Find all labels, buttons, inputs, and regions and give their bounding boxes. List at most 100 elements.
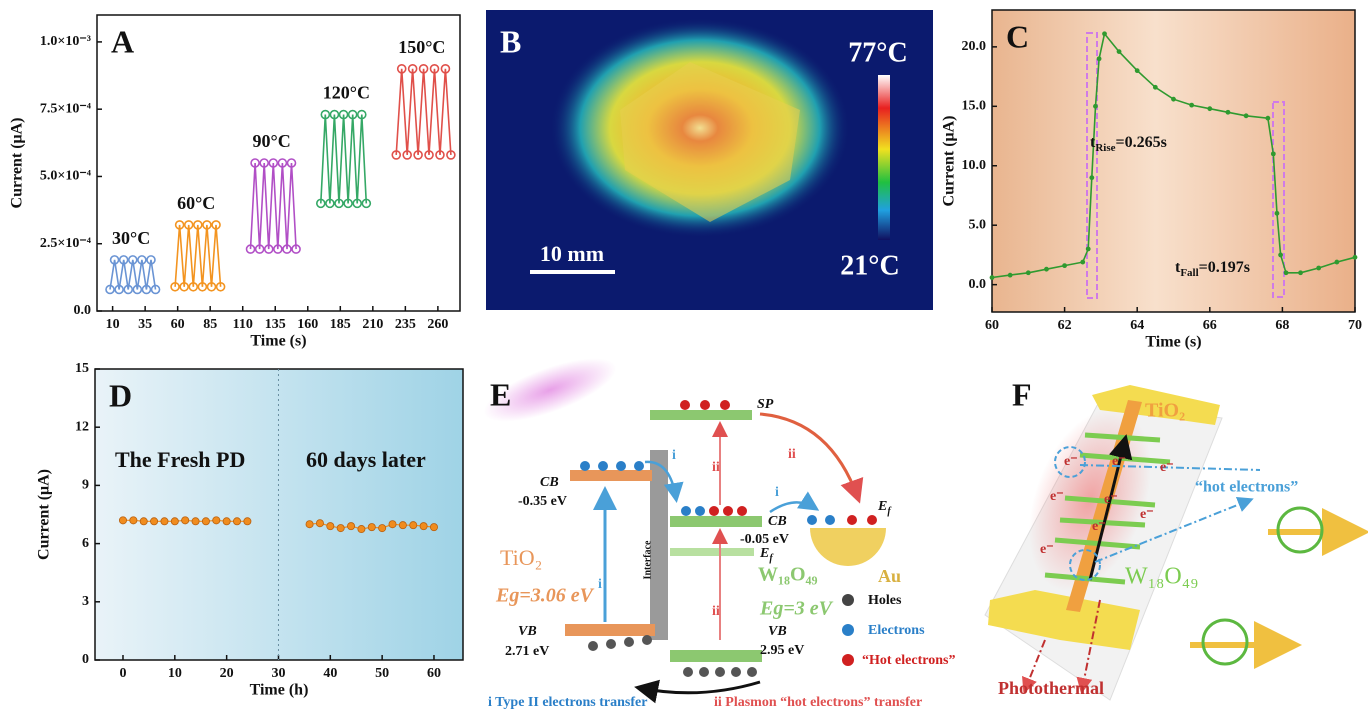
panel-label: F: [1012, 376, 1032, 412]
max-temperature: 77°C: [848, 37, 907, 68]
page: Figure {"chart_data": [ {"type": "line",…: [0, 0, 1368, 711]
data-point: [1244, 113, 1249, 118]
electron: [807, 515, 817, 525]
y-tick-label: 0: [82, 652, 89, 667]
data-point: [1189, 103, 1194, 108]
legend-swatch: [842, 594, 854, 606]
data-point: [161, 518, 168, 525]
y-tick-label: 5.0×10⁻⁴: [40, 169, 92, 184]
x-tick-label: 0: [119, 666, 126, 681]
cb-label: CB: [768, 514, 787, 529]
y-axis-label: Current (μA): [36, 469, 53, 560]
tio2-cb: [570, 470, 652, 481]
footnote: ii Plasmon “hot electrons” transfer: [714, 695, 922, 710]
annotation-sub: Fall: [1180, 267, 1198, 279]
data-point: [1226, 110, 1231, 115]
data-point: [192, 518, 199, 525]
electron-label: e⁻: [1160, 460, 1174, 475]
series-line: [396, 69, 451, 155]
data-point: [1089, 175, 1094, 180]
arrow: [770, 502, 815, 512]
data-point: [410, 522, 417, 529]
fermi-sub: f: [887, 506, 892, 517]
y-tick-label: 10.0: [962, 158, 987, 173]
annotation-rest: =0.265s: [1116, 134, 1167, 151]
y-tick-label: 1.0×10⁻³: [40, 34, 91, 49]
x-tick-label: 60: [985, 318, 999, 333]
color-bar: [878, 75, 890, 240]
hot-electron: [720, 400, 730, 410]
data-point: [1097, 56, 1102, 61]
data-point: [1086, 247, 1091, 252]
data-point: [130, 517, 137, 524]
data-point: [430, 524, 437, 531]
hot-electron: [867, 515, 877, 525]
y-tick-label: 0.0: [969, 277, 987, 292]
annotation-rest: =0.197s: [1199, 259, 1250, 276]
data-point: [399, 522, 406, 529]
hole: [715, 667, 725, 677]
x-tick-label: 235: [395, 317, 416, 332]
y-axis-label: Current (μA): [9, 118, 26, 209]
y-tick-label: 0.0: [74, 303, 92, 318]
x-tick-label: 110: [233, 317, 253, 332]
x-tick-label: 160: [297, 317, 318, 332]
data-point: [347, 523, 354, 530]
fermi-label: Ef: [759, 546, 774, 564]
electron-label: e⁻: [1040, 542, 1054, 557]
data-point: [1353, 255, 1358, 260]
y-tick-label: 12: [75, 419, 89, 434]
series-label: 90°C: [253, 131, 291, 151]
w18o49-label: W₁₈O₄₉: [758, 564, 818, 586]
annotation: 60 days later: [306, 447, 426, 472]
footnote: i Type II electrons transfer: [488, 695, 647, 710]
series-label: 120°C: [323, 83, 370, 103]
hole: [606, 639, 616, 649]
path-label: ii: [788, 447, 796, 462]
electron: [695, 506, 705, 516]
path-label: i: [598, 577, 602, 592]
data-point: [337, 524, 344, 531]
y-tick-label: 15: [75, 361, 89, 376]
panel-b: B 77°C 21°C 10 mm: [486, 10, 933, 310]
hot-electron: [723, 506, 733, 516]
data-point: [990, 275, 995, 280]
series-label: 60°C: [177, 193, 215, 213]
electron-label: e⁻: [1112, 454, 1126, 469]
tio2-label: TiO₂: [1145, 400, 1185, 422]
path-label: ii: [712, 460, 720, 475]
x-tick-label: 10: [168, 666, 182, 681]
data-point: [1278, 253, 1283, 258]
series-line: [251, 163, 297, 249]
legend-swatch: [842, 624, 854, 636]
path-label: i: [672, 448, 676, 463]
data-point: [1117, 49, 1122, 54]
x-tick-label: 85: [203, 317, 217, 332]
data-point: [1008, 273, 1013, 278]
electron: [598, 461, 608, 471]
plot-background: [992, 10, 1355, 312]
electron-label: e⁻: [1092, 519, 1106, 534]
hot-electron: [737, 506, 747, 516]
data-point: [1102, 31, 1107, 36]
w-cb: [670, 516, 762, 527]
min-temperature: 21°C: [840, 250, 899, 281]
electron-label: e⁻: [1140, 507, 1154, 522]
hole: [699, 667, 709, 677]
data-point: [202, 518, 209, 525]
panel-label: E: [490, 376, 511, 412]
y-tick-label: 20.0: [962, 39, 987, 54]
x-tick-label: 62: [1058, 318, 1072, 333]
data-point: [244, 518, 251, 525]
x-tick-label: 10: [106, 317, 120, 332]
electron: [616, 461, 626, 471]
vb-label: VB: [518, 624, 537, 639]
x-axis-label: Time (h): [250, 682, 309, 699]
scale-bar-label: 10 mm: [540, 241, 604, 266]
panel-f: F TiO₂ e⁻ e⁻ e⁻ e⁻ e⁻ e⁻ e⁻ e⁻ “hot elec…: [985, 376, 1358, 700]
y-tick-label: 2.5×10⁻⁴: [40, 236, 92, 251]
interface-label: Interface: [642, 540, 653, 579]
arrow: [640, 682, 760, 693]
data-point: [1275, 211, 1280, 216]
